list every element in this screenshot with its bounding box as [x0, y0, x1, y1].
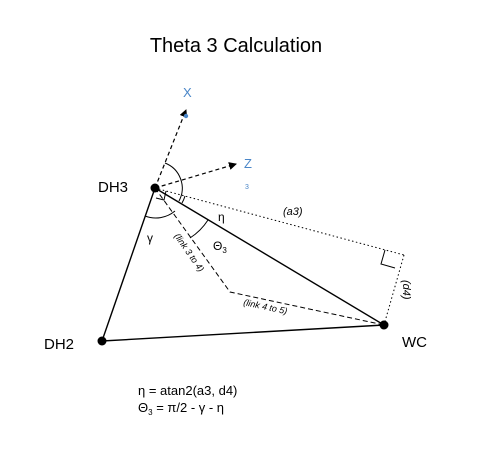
- arc-gamma: [144, 210, 176, 219]
- z-axis-subscript: 3: [245, 184, 249, 191]
- arc-eta: [181, 195, 186, 204]
- edge-label-d4: (d4): [400, 280, 412, 300]
- node-label-dh2: DH2: [44, 336, 74, 353]
- edge-d4-dotted: [383, 254, 405, 326]
- node-label-wc: WC: [402, 334, 427, 351]
- right-angle-marker-a3-d4: [380, 249, 396, 269]
- node-dh2: [97, 336, 107, 346]
- arc-x-to-z: [164, 162, 183, 202]
- node-label-dh3: DH3: [98, 179, 128, 196]
- formula-theta3: Θ3 = π/2 - γ - η: [138, 400, 224, 417]
- x-axis-label: X: [183, 85, 192, 100]
- z-axis-label: Z: [244, 156, 252, 171]
- arc-theta3: [189, 219, 209, 239]
- right-angle-marker-dh3: [155, 190, 167, 201]
- edge-dh2-wc: [101, 324, 385, 342]
- edge-link-dashed: [154, 187, 385, 326]
- edge-label-link-3-4: (link 3 to 4): [172, 231, 206, 273]
- angle-label-gamma: γ: [147, 231, 153, 245]
- angle-label-theta3: Θ3: [213, 239, 227, 255]
- edge-label-a3: (a3): [283, 206, 303, 218]
- x-axis-dot-icon: [183, 113, 189, 119]
- x-axis-arrow: [154, 109, 188, 189]
- formula-eta: η = atan2(a3, d4): [138, 383, 237, 398]
- z-axis-arrow: [154, 162, 237, 189]
- edge-dh3-dh2: [101, 187, 156, 342]
- node-dh3: [150, 183, 160, 193]
- page-title: Theta 3 Calculation: [150, 35, 322, 57]
- node-wc: [379, 320, 389, 330]
- edge-a3-dotted: [154, 187, 405, 256]
- angle-label-eta: η: [218, 210, 225, 224]
- edge-dh3-wc: [154, 187, 385, 326]
